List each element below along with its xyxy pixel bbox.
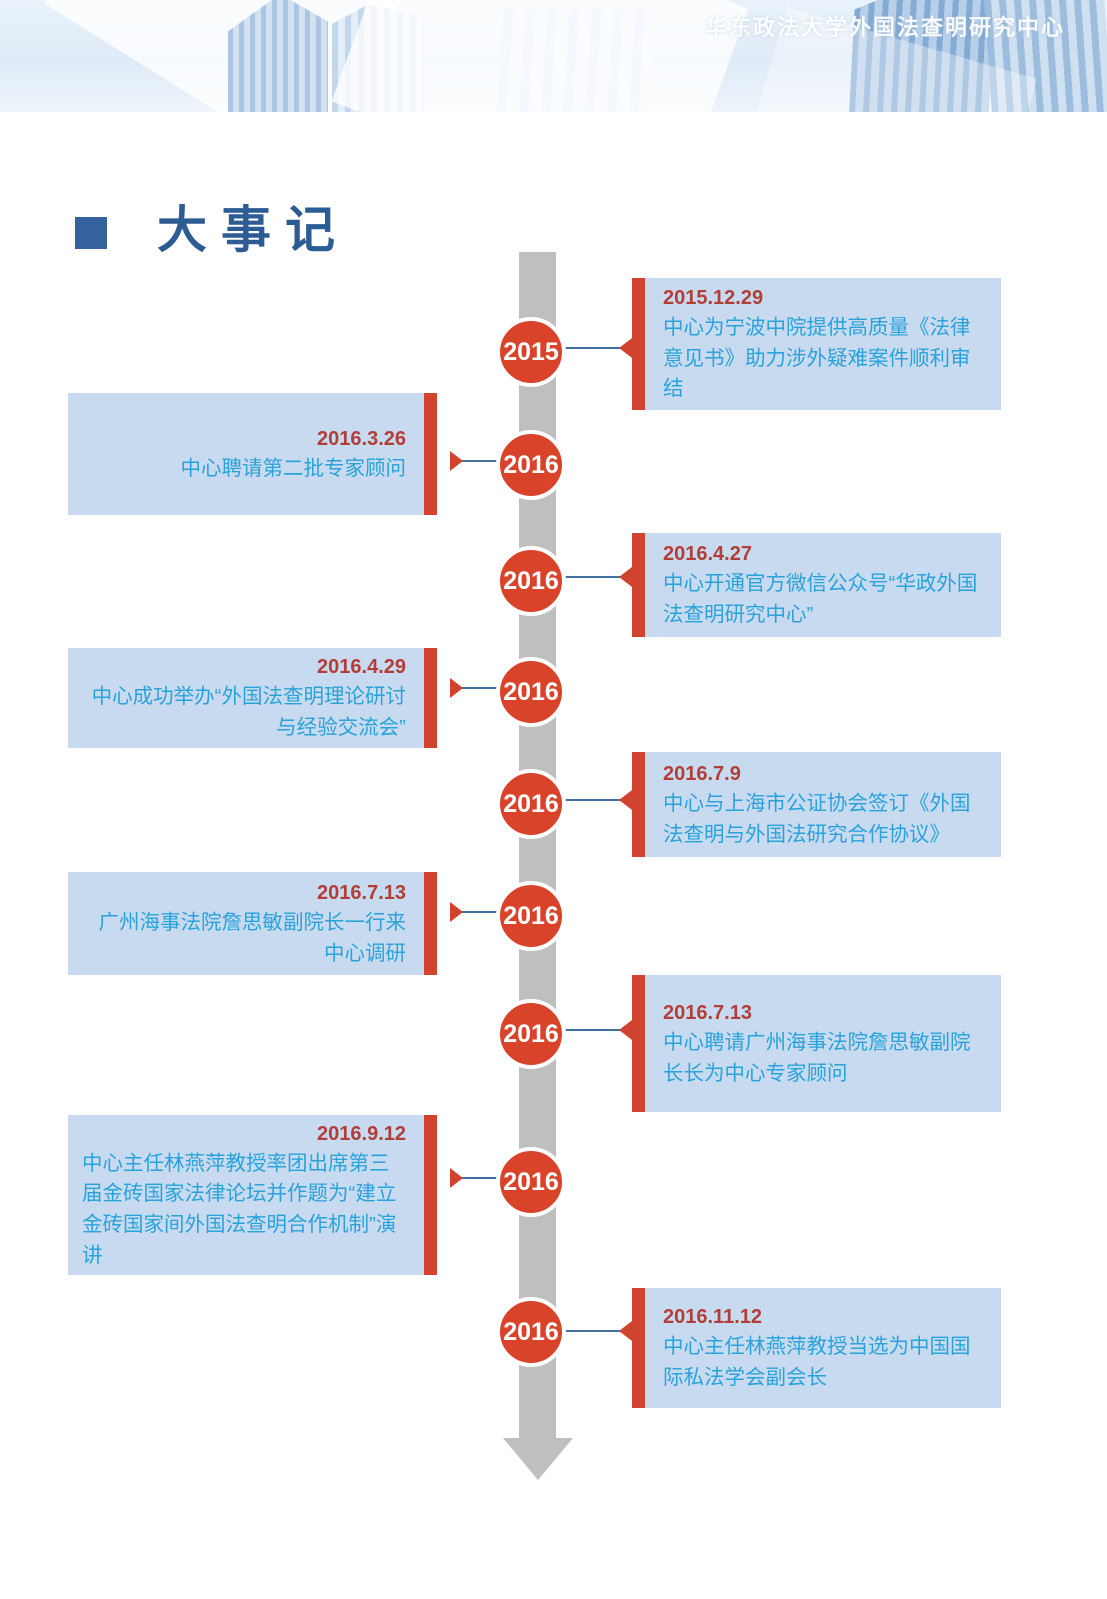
year-label: 2016: [503, 677, 559, 706]
square-bullet-icon: [75, 217, 107, 249]
event-date: 2016.7.9: [663, 762, 741, 785]
event-text: 中心为宁波中院提供高质量《法律意见书》助力涉外疑难案件顺利审结: [663, 315, 971, 401]
year-badge: 2016: [496, 1297, 566, 1367]
event-text: 中心与上海市公证协会签订《外国法查明与外国法研究合作协议》: [663, 791, 971, 846]
event-card: 2016.7.13 中心聘请广州海事法院詹思敏副院长长为中心专家顾问: [632, 975, 1001, 1112]
event-card: 2016.3.26 中心聘请第二批专家顾问: [68, 393, 437, 515]
year-label: 2016: [503, 901, 559, 930]
accent-notch-icon: [619, 567, 632, 587]
event-card: 2016.4.27 中心开通官方微信公众号“华政外国法查明研究中心”: [632, 533, 1001, 637]
year-label: 2016: [503, 566, 559, 595]
event-date: 2016.3.26: [317, 427, 406, 450]
accent-notch-icon: [619, 790, 632, 810]
year-badge: 2016: [496, 1147, 566, 1217]
event-card: 2016.4.29 中心成功举办“外国法查明理论研讨与经验交流会”: [68, 648, 437, 748]
year-label: 2016: [503, 789, 559, 818]
event-text: 中心主任林燕萍教授率团出席第三届金砖国家法律论坛并作题为“建立金砖国家间外国法查…: [82, 1151, 397, 1267]
event-date: 2016.7.13: [663, 1001, 752, 1024]
event-date: 2015.12.29: [663, 286, 764, 309]
year-badge: 2016: [496, 999, 566, 1069]
year-badge: 2016: [496, 881, 566, 951]
year-label: 2015: [503, 337, 559, 366]
connector-line: [556, 576, 626, 578]
event-date: 2016.4.29: [317, 656, 406, 679]
connector-line: [556, 1330, 626, 1332]
event-text: 广州海事法院詹思敏副院长一行来中心调研: [98, 910, 407, 965]
year-label: 2016: [503, 1317, 559, 1346]
event-card: 2015.12.29 中心为宁波中院提供高质量《法律意见书》助力涉外疑难案件顺利…: [632, 278, 1001, 410]
event-date: 2016.4.27: [663, 543, 752, 566]
accent-notch-icon: [450, 1168, 463, 1188]
accent-notch-icon: [619, 1020, 632, 1040]
connector-line: [452, 460, 504, 462]
year-badge: 2016: [496, 769, 566, 839]
sky-highlight: [331, 0, 749, 112]
header-photo: 华东政法大学外国法查明研究中心: [0, 0, 1107, 112]
year-label: 2016: [503, 1167, 559, 1196]
event-card: 2016.7.13 广州海事法院詹思敏副院长一行来中心调研: [68, 872, 437, 975]
event-card: 2016.9.12 中心主任林燕萍教授率团出席第三届金砖国家法律论坛并作题为“建…: [68, 1115, 437, 1275]
connector-line: [452, 1177, 504, 1179]
header-title: 华东政法大学外国法查明研究中心: [704, 15, 1065, 40]
event-card: 2016.11.12 中心主任林燕萍教授当选为中国国际私法学会副会长: [632, 1288, 1001, 1408]
event-date: 2016.11.12: [663, 1306, 762, 1329]
section-heading: 大事记: [75, 190, 349, 262]
event-text: 中心成功举办“外国法查明理论研讨与经验交流会”: [91, 685, 406, 739]
event-text: 中心聘请广州海事法院詹思敏副院长长为中心专家顾问: [663, 1030, 971, 1085]
accent-notch-icon: [619, 1321, 632, 1341]
accent-notch-icon: [450, 451, 463, 471]
event-card: 2016.7.9 中心与上海市公证协会签订《外国法查明与外国法研究合作协议》: [632, 752, 1001, 857]
event-text: 中心主任林燕萍教授当选为中国国际私法学会副会长: [663, 1335, 971, 1389]
event-date: 2016.7.13: [317, 881, 406, 904]
connector-line: [556, 347, 626, 349]
connector-line: [452, 911, 504, 913]
event-text: 中心聘请第二批专家顾问: [180, 456, 407, 480]
year-badge: 2016: [496, 657, 566, 727]
accent-notch-icon: [450, 678, 463, 698]
event-text: 中心开通官方微信公众号“华政外国法查明研究中心”: [663, 572, 978, 626]
accent-notch-icon: [450, 902, 463, 922]
connector-line: [452, 687, 504, 689]
year-badge: 2016: [496, 430, 566, 500]
page-title: 大事记: [157, 202, 349, 258]
connector-line: [556, 1029, 626, 1031]
year-label: 2016: [503, 1019, 559, 1048]
year-badge: 2016: [496, 546, 566, 616]
timeline-arrowhead-icon: [503, 1438, 573, 1480]
year-badge: 2015: [496, 317, 566, 387]
accent-notch-icon: [619, 338, 632, 358]
connector-line: [556, 799, 626, 801]
year-label: 2016: [503, 450, 559, 479]
event-date: 2016.9.12: [317, 1122, 406, 1145]
